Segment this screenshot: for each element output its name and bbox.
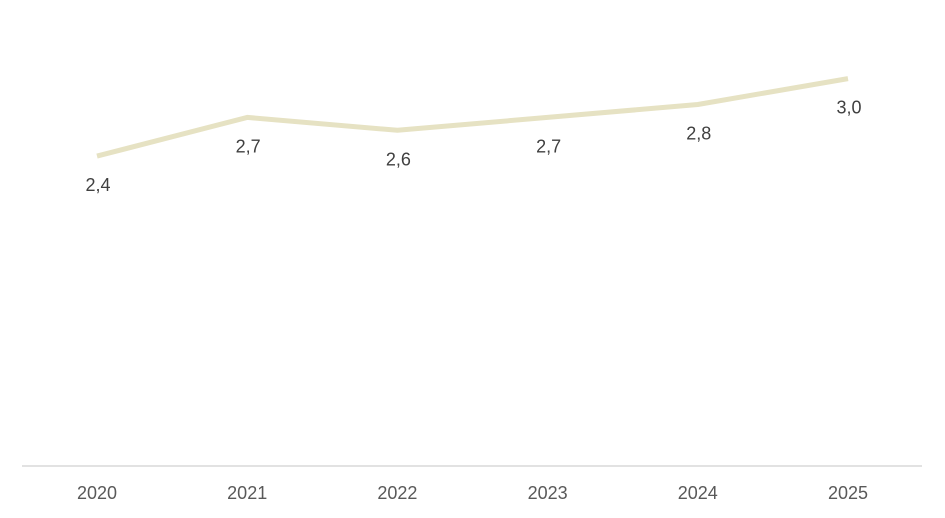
x-tick-label: 2021: [227, 483, 267, 503]
x-tick-label: 2023: [528, 483, 568, 503]
plot-area: 2020 2021 2022 2023 2024 2025 2,4 2,7 2,6 2,7 2,8 3…: [22, 76, 922, 503]
x-tick-label: 2024: [678, 483, 718, 503]
data-label: 2,7: [536, 136, 561, 156]
data-label: 2,8: [686, 123, 711, 143]
data-label: 2,7: [236, 136, 261, 156]
x-tick-label: 2022: [377, 483, 417, 503]
data-label: 2,4: [85, 175, 110, 195]
x-tick-label: 2020: [77, 483, 117, 503]
x-tick-label: 2025: [828, 483, 868, 503]
data-label: 2,6: [386, 149, 411, 169]
series-line: [96, 76, 849, 159]
data-label: 3,0: [836, 98, 861, 118]
